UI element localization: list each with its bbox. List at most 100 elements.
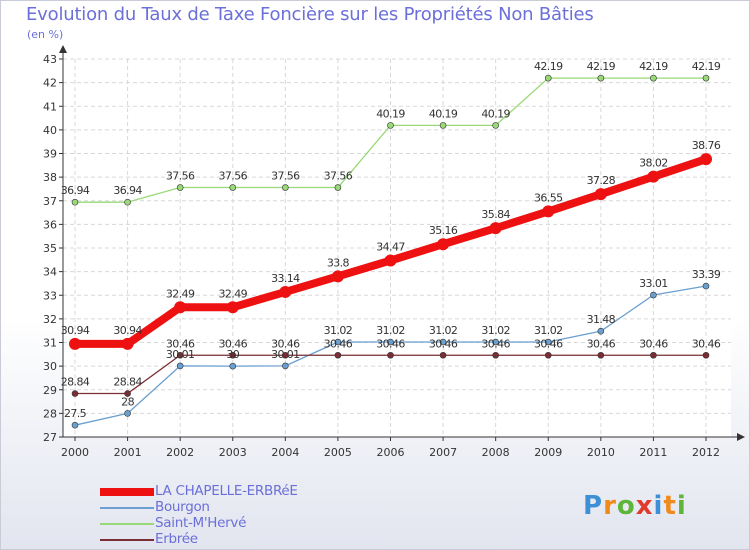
data-point bbox=[544, 74, 552, 82]
data-point bbox=[176, 362, 184, 370]
data-point bbox=[229, 362, 237, 370]
x-tick-label: 2000 bbox=[61, 446, 89, 459]
y-tick-label: 38 bbox=[43, 171, 57, 184]
data-point bbox=[492, 122, 499, 129]
logo-letter: i bbox=[653, 491, 664, 521]
data-label: 36.94 bbox=[61, 184, 90, 197]
data-point bbox=[174, 301, 187, 314]
y-tick-label: 41 bbox=[43, 100, 57, 113]
logo-letter: x bbox=[635, 491, 654, 521]
data-label: 37.56 bbox=[324, 170, 353, 183]
data-point bbox=[229, 184, 237, 191]
y-tick-label: 32 bbox=[43, 313, 57, 326]
logo-letter: r bbox=[603, 491, 617, 521]
series-1 bbox=[71, 282, 710, 429]
data-point bbox=[702, 282, 710, 290]
series-3 bbox=[71, 351, 710, 397]
y-tick-label: 34 bbox=[43, 266, 57, 279]
data-point bbox=[121, 337, 134, 350]
data-point bbox=[226, 301, 239, 314]
data-label: 42.19 bbox=[639, 60, 668, 73]
data-point bbox=[544, 338, 552, 346]
data-label: 30.94 bbox=[113, 324, 142, 337]
data-label: 30.94 bbox=[61, 324, 90, 337]
data-point bbox=[387, 338, 394, 346]
y-tick-label: 42 bbox=[43, 77, 57, 90]
data-label: 28 bbox=[121, 395, 134, 408]
data-point bbox=[69, 337, 81, 350]
data-label: 33.8 bbox=[327, 256, 350, 269]
logo-letter: o bbox=[616, 491, 636, 521]
data-label: 38.02 bbox=[639, 157, 668, 170]
data-point bbox=[597, 351, 605, 359]
data-label: 37.28 bbox=[587, 174, 616, 187]
data-label: 30.46 bbox=[271, 337, 300, 350]
data-label: 30.46 bbox=[639, 337, 668, 350]
data-point bbox=[334, 184, 342, 191]
data-point bbox=[282, 184, 289, 191]
y-tick-label: 40 bbox=[43, 124, 57, 137]
data-point bbox=[439, 122, 447, 129]
data-point bbox=[492, 338, 499, 346]
x-axis-arrow bbox=[737, 433, 745, 441]
legend-item: Erbrée bbox=[100, 531, 360, 548]
data-point bbox=[489, 222, 502, 235]
data-label: 36.94 bbox=[113, 184, 142, 197]
data-label: 33.14 bbox=[271, 272, 300, 285]
data-label: 30 bbox=[226, 348, 239, 361]
data-point bbox=[176, 184, 184, 191]
y-tick-label: 33 bbox=[43, 289, 57, 302]
data-point bbox=[71, 198, 79, 206]
data-label: 30.46 bbox=[429, 337, 458, 350]
data-point bbox=[282, 362, 289, 370]
data-point bbox=[124, 410, 131, 417]
data-point bbox=[439, 351, 447, 359]
data-label: 33.39 bbox=[692, 268, 721, 281]
data-label: 42.19 bbox=[692, 60, 721, 73]
x-tick-label: 2003 bbox=[219, 446, 247, 459]
y-tick-label: 30 bbox=[43, 360, 57, 373]
legend-label: Erbrée bbox=[155, 531, 198, 547]
data-label: 30.46 bbox=[692, 337, 721, 350]
data-label: 31.02 bbox=[324, 324, 353, 337]
y-tick-label: 39 bbox=[43, 148, 57, 161]
data-point bbox=[384, 254, 397, 267]
data-label: 30.46 bbox=[481, 337, 510, 350]
data-label: 40.19 bbox=[481, 107, 510, 120]
data-label: 30.46 bbox=[534, 337, 563, 350]
x-tick-label: 2012 bbox=[692, 446, 720, 459]
data-label: 36.55 bbox=[534, 191, 563, 204]
data-point bbox=[124, 198, 131, 206]
series-0 bbox=[69, 153, 712, 350]
logo-letter: t bbox=[663, 491, 677, 521]
data-label: 31.02 bbox=[534, 324, 563, 337]
data-point bbox=[650, 291, 657, 299]
data-point bbox=[597, 74, 605, 82]
data-label: 28.84 bbox=[61, 376, 90, 389]
x-tick-label: 2011 bbox=[639, 446, 667, 459]
data-point bbox=[279, 285, 292, 298]
data-label: 38.76 bbox=[692, 139, 721, 152]
legend-swatch bbox=[100, 488, 154, 496]
y-tick-label: 35 bbox=[43, 242, 57, 255]
data-label: 32.49 bbox=[166, 287, 195, 300]
data-label: 30.46 bbox=[587, 337, 616, 350]
data-label: 30.01 bbox=[271, 348, 300, 361]
legend-item: Bourgon bbox=[100, 499, 360, 516]
y-tick-label: 27 bbox=[43, 431, 57, 444]
data-point bbox=[229, 351, 237, 359]
x-tick-label: 2005 bbox=[324, 446, 352, 459]
data-label: 40.19 bbox=[376, 107, 405, 120]
data-label: 33.01 bbox=[639, 277, 668, 290]
data-label: 30.46 bbox=[166, 337, 195, 350]
data-label: 32.49 bbox=[219, 287, 248, 300]
x-tick-label: 2010 bbox=[587, 446, 615, 459]
x-tick-label: 2004 bbox=[271, 446, 299, 459]
data-point bbox=[544, 351, 552, 359]
legend-label: Bourgon bbox=[155, 499, 210, 515]
legend-swatch bbox=[100, 523, 154, 525]
legend-swatch bbox=[100, 507, 154, 509]
data-point bbox=[124, 390, 131, 397]
data-label: 27.5 bbox=[64, 407, 87, 420]
